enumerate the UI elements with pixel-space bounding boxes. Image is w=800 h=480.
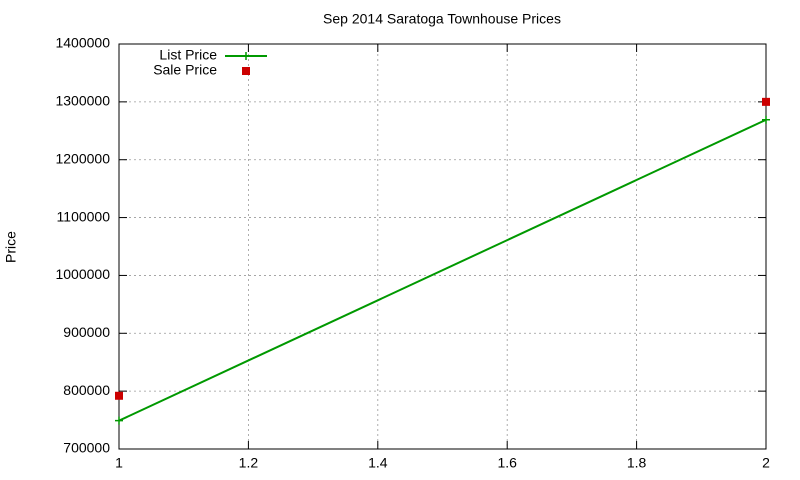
legend-label: Sale Price bbox=[153, 62, 217, 78]
chart-title: Sep 2014 Saratoga Townhouse Prices bbox=[323, 11, 561, 27]
x-tick-label: 2 bbox=[762, 455, 770, 471]
point bbox=[762, 97, 770, 106]
series-line bbox=[118, 118, 767, 422]
x-tick-label: 1.4 bbox=[368, 455, 388, 471]
legend-swatch bbox=[242, 67, 250, 75]
x-tick-label: 1.8 bbox=[627, 455, 647, 471]
y-tick-label: 1400000 bbox=[55, 35, 110, 51]
point bbox=[115, 391, 123, 400]
y-tick-label: 800000 bbox=[63, 382, 110, 398]
y-axis-label: Price bbox=[3, 231, 19, 263]
legend-swatch bbox=[242, 52, 250, 60]
point bbox=[762, 115, 770, 124]
point bbox=[115, 416, 123, 425]
y-tick-label: 900000 bbox=[63, 324, 110, 340]
y-tick-label: 1300000 bbox=[55, 93, 110, 109]
x-tick-label: 1 bbox=[115, 455, 123, 471]
y-tick-label: 1000000 bbox=[55, 266, 110, 282]
y-tick-label: 1200000 bbox=[55, 150, 110, 166]
legend-label: List Price bbox=[159, 47, 217, 63]
y-tick-label: 1100000 bbox=[57, 208, 111, 224]
y-tick-label: 700000 bbox=[63, 440, 110, 456]
x-tick-label: 1.2 bbox=[239, 455, 259, 471]
plot-frame bbox=[118, 43, 767, 450]
x-tick-label: 1.6 bbox=[497, 455, 517, 471]
